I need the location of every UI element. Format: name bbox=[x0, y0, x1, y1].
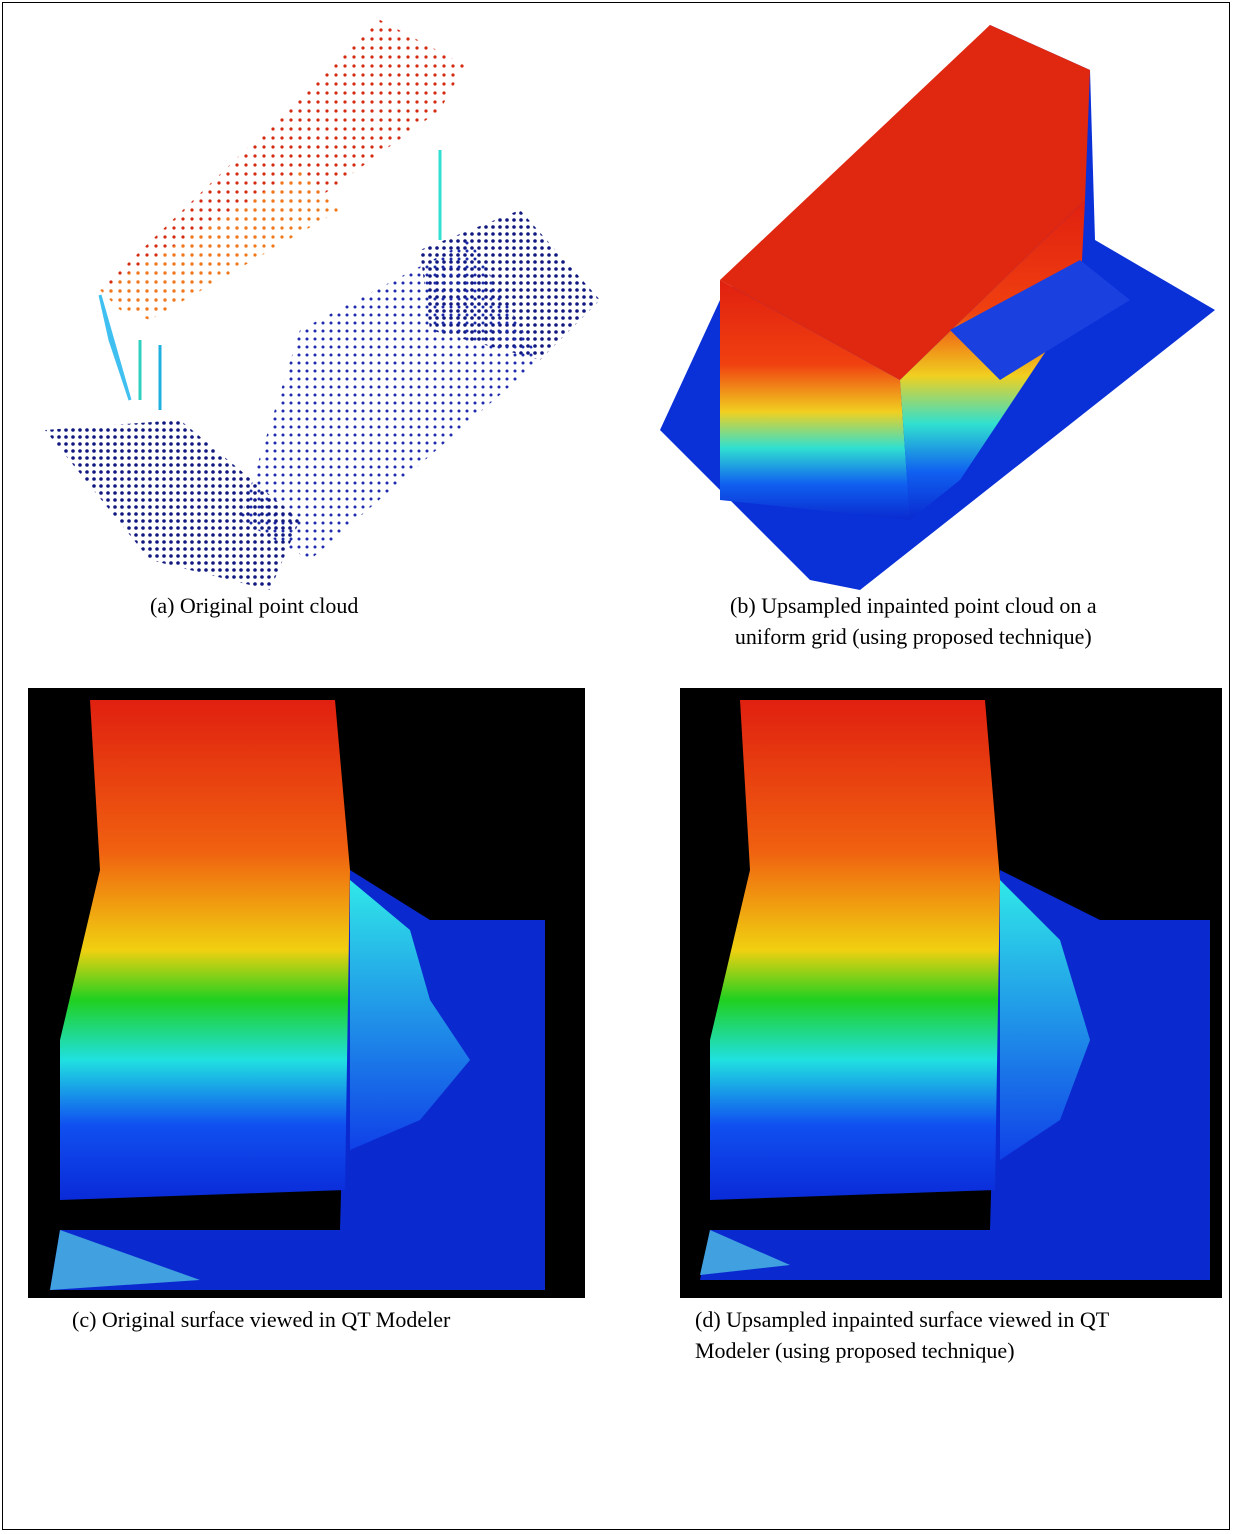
caption-line: (d) Upsampled inpainted surface viewed i… bbox=[695, 1304, 1109, 1335]
caption-line: (a) Original point cloud bbox=[150, 590, 358, 621]
point-cloud-a bbox=[45, 20, 600, 590]
caption-line: (c) Original surface viewed in QT Modele… bbox=[72, 1304, 450, 1335]
caption-b: (b) Upsampled inpainted point cloud on a… bbox=[730, 590, 1097, 652]
surface-c bbox=[28, 688, 585, 1298]
caption-line: uniform grid (using proposed technique) bbox=[730, 621, 1097, 652]
caption-c: (c) Original surface viewed in QT Modele… bbox=[72, 1304, 450, 1335]
page: {"panels": [ {"caption_lines": ["(a) Ori… bbox=[0, 0, 1234, 1534]
caption-line: Modeler (using proposed technique) bbox=[695, 1335, 1109, 1366]
surface-d bbox=[680, 688, 1222, 1298]
point-cloud-b bbox=[660, 25, 1215, 590]
caption-a: (a) Original point cloud bbox=[150, 590, 358, 621]
caption-d: (d) Upsampled inpainted surface viewed i… bbox=[695, 1304, 1109, 1366]
caption-line: (b) Upsampled inpainted point cloud on a bbox=[730, 590, 1097, 621]
